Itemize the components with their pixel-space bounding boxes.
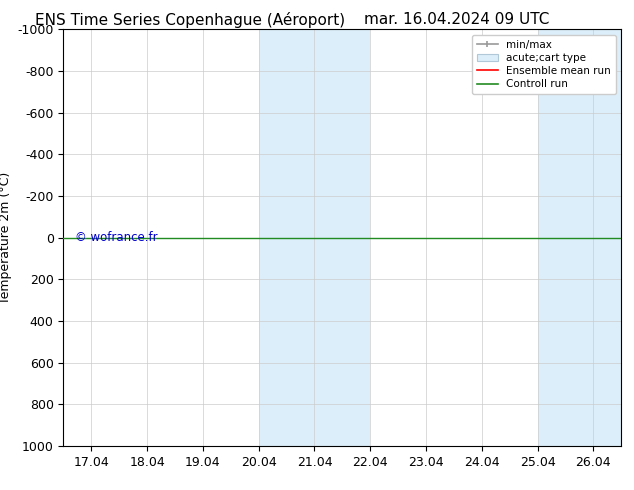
Bar — [259, 29, 370, 446]
Text: mar. 16.04.2024 09 UTC: mar. 16.04.2024 09 UTC — [364, 12, 549, 27]
Legend: min/max, acute;cart type, Ensemble mean run, Controll run: min/max, acute;cart type, Ensemble mean … — [472, 35, 616, 95]
Text: ENS Time Series Copenhague (Aéroport): ENS Time Series Copenhague (Aéroport) — [35, 12, 346, 28]
Y-axis label: Temperature 2m (°C): Temperature 2m (°C) — [0, 172, 12, 304]
Text: © wofrance.fr: © wofrance.fr — [75, 231, 157, 244]
Bar — [538, 29, 621, 446]
